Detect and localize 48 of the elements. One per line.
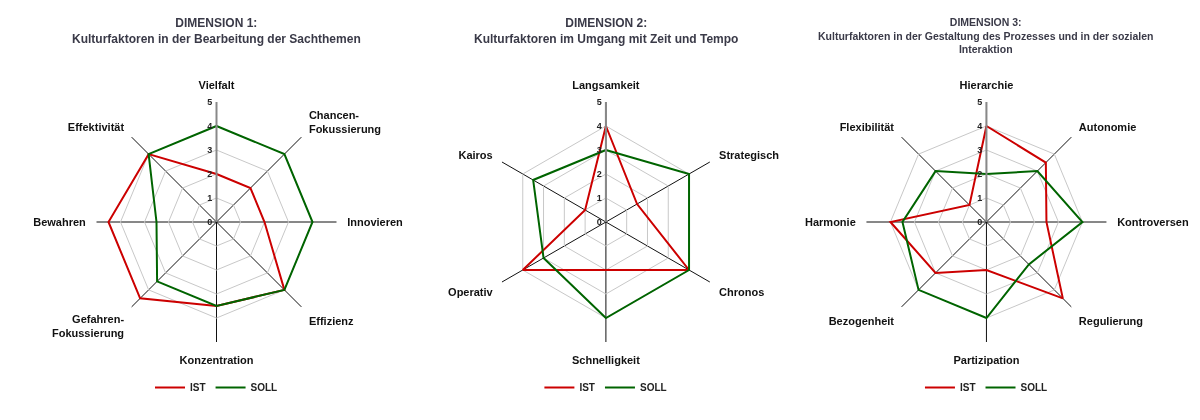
y-tick-label: 3: [207, 144, 213, 155]
y-tick-label: 1: [596, 192, 602, 203]
y-tick-label: 3: [596, 144, 602, 155]
spoke-label: Chronos: [719, 286, 765, 299]
y-tick-label: 4: [977, 120, 983, 131]
spoke-label: Operativ: [448, 286, 494, 299]
chart-title: DIMENSION 1: Kulturfaktoren in der Bearbeitung der Sachthemen: [72, 16, 361, 46]
y-tick-label: 2: [207, 168, 213, 179]
y-tick-label: 5: [207, 96, 213, 107]
spoke-label: Langsamkeit: [572, 79, 640, 92]
legend-label: IST: [190, 382, 206, 394]
spoke-label: Kontroversen: [1117, 215, 1189, 228]
spoke-label: Harmonie: [805, 215, 856, 228]
y-tick-label: 0: [596, 216, 602, 227]
spoke-label: Partizipation: [953, 353, 1020, 366]
y-tick-label: 5: [977, 96, 983, 107]
chart-title: DIMENSION 2: Kulturfaktoren im Umgang mit Zeit und Tempo: [474, 16, 739, 46]
spoke-label: Vielfalt: [198, 79, 235, 92]
y-tick-label: 3: [977, 144, 983, 155]
legend-label: SOLL: [250, 382, 278, 394]
spoke-label: Autonomie: [1078, 120, 1137, 133]
spoke-label: Schnelligkeit: [571, 353, 641, 366]
spoke-label: Regulierung: [1078, 314, 1144, 327]
y-tick-label: 1: [207, 192, 213, 203]
legend-label: IST: [579, 382, 595, 394]
legend-label: SOLL: [639, 382, 667, 394]
y-tick-label: 1: [977, 192, 983, 203]
spoke-label: Flexibilität: [839, 120, 895, 133]
spoke-label: Chancen- Fokussierung: [308, 108, 382, 135]
spoke-label: Bewahren: [33, 215, 87, 228]
spoke-label: Kairos: [458, 148, 493, 161]
y-tick-label: 2: [977, 168, 983, 179]
y-tick-label: 5: [596, 96, 602, 107]
spoke-label: Konzentration: [179, 353, 254, 366]
spoke-label: Effektivität: [67, 120, 125, 133]
chart-title: DIMENSION 3: Kulturfaktoren in der Gestaltung des Prozesses und in der sozialen Interaktion: [818, 16, 1154, 56]
legend-label: IST: [959, 382, 976, 394]
legend-label: SOLL: [1020, 382, 1048, 394]
spoke-label: Hierarchie: [959, 79, 1014, 92]
y-tick-label: 4: [596, 120, 602, 131]
y-tick-label: 2: [596, 168, 602, 179]
spoke-label: Effizienz: [308, 314, 355, 327]
spoke-label: Strategisch: [719, 148, 780, 161]
spoke-label: Bezogenheit: [828, 314, 895, 327]
y-tick-label: 0: [207, 216, 213, 227]
spoke-label: Gefahren- Fokussierung: [51, 312, 125, 340]
spoke-label: Innovieren: [347, 215, 404, 228]
y-tick-label: 0: [977, 216, 983, 227]
